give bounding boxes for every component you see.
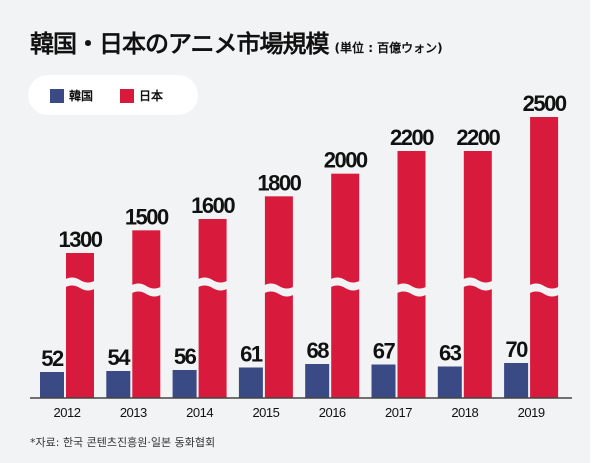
legend-item-korea: 韓国 [50,87,93,104]
label-korea-2018: 63 [439,341,462,366]
label-korea-2016: 68 [306,338,329,363]
bar-korea-2017 [371,364,396,398]
bar-japan-2019 [530,117,559,398]
label-korea-2012: 52 [41,346,64,371]
label-korea-2015: 61 [240,342,263,367]
axis-break-2018 [461,277,494,291]
bar-japan-2018 [463,151,492,398]
bar-korea-2018 [437,366,462,398]
label-japan-2018: 2200 [456,125,500,150]
label-japan-2012: 1300 [59,227,103,252]
unit-note: (単位 : 百億ウォン) [334,41,443,55]
bar-korea-2013 [106,371,131,398]
label-japan-2019: 2500 [523,91,567,116]
label-korea-2019: 70 [505,337,528,362]
label-japan-2015: 1800 [257,170,301,195]
tick-label-2014: 2014 [186,405,213,420]
bar-japan-2017 [397,151,426,398]
tick-label-2013: 2013 [120,405,147,420]
axis-break-2012 [64,277,96,291]
label-korea-2014: 56 [174,344,197,369]
label-japan-2014: 1600 [191,193,235,218]
label-japan-2013: 1500 [125,204,169,229]
tick-label-2017: 2017 [385,405,412,420]
axis-break-2015 [262,283,295,297]
bar-korea-2012 [40,372,64,398]
bar-korea-2016 [305,364,330,398]
label-korea-2017: 67 [373,339,396,364]
bar-japan-2012 [66,253,94,398]
bar-korea-2014 [172,370,197,398]
legend-swatch-korea [50,88,64,103]
legend-label-japan: 日本 [139,89,164,103]
axis-break-2017 [395,283,428,297]
legend: 韓国 日本 [28,75,198,115]
legend-item-japan: 日本 [120,87,163,104]
axis-break-2013 [130,283,163,297]
bar-japan-2013 [132,230,161,398]
bar-japan-2015 [264,196,293,398]
tick-label-2015: 2015 [252,405,279,420]
bar-japan-2014 [198,219,227,398]
bar-korea-2019 [504,363,529,398]
source-note: *자료: 한국 콘텐츠진흥원·일본 동화협회 [30,436,216,449]
tick-label-2018: 2018 [451,405,478,420]
tick-label-2019: 2019 [518,405,545,420]
chart-header: 韓国・日本のアニメ市場規模 (単位 : 百億ウォン) [30,24,443,59]
chart-title: 韓国・日本のアニメ市場規模 [30,30,330,58]
bar-korea-2015 [238,367,263,398]
axis-break-2016 [329,277,362,291]
label-korea-2013: 54 [108,345,132,370]
axis-break-2019 [528,283,561,297]
legend-label-korea: 韓国 [69,89,94,103]
label-japan-2016: 2000 [324,148,368,173]
legend-swatch-japan [120,88,134,103]
tick-label-2012: 2012 [54,405,81,420]
tick-label-2016: 2016 [319,405,346,420]
axis-break-2014 [196,277,229,291]
label-japan-2017: 2200 [390,125,434,150]
